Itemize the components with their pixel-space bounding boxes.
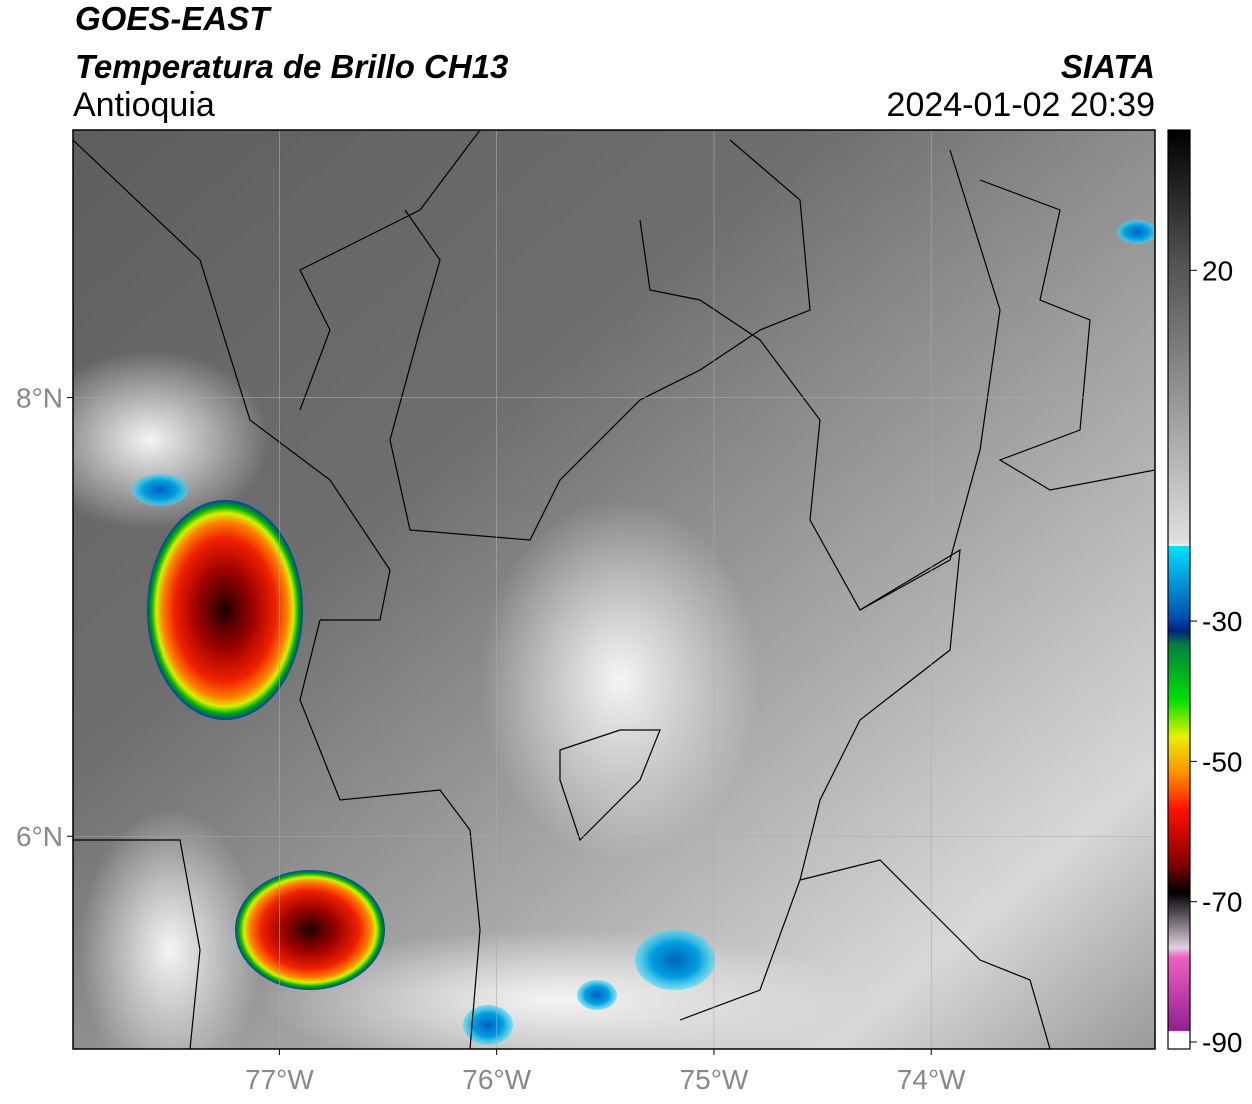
- source: SIATA: [1061, 48, 1155, 85]
- colorbar-tick-label: -30: [1202, 606, 1242, 637]
- title: GOES-EAST: [75, 0, 272, 37]
- x-tick-label: 77°W: [245, 1064, 314, 1095]
- satellite-image: [73, 130, 1155, 1049]
- colorbar: [1167, 129, 1191, 1050]
- x-tick-label: 76°W: [462, 1064, 531, 1095]
- x-tick-label: 75°W: [680, 1064, 749, 1095]
- map-frame: [72, 129, 1156, 1050]
- colorbar-tick-label: -90: [1202, 1027, 1242, 1058]
- y-tick-label: 8°N: [16, 383, 63, 414]
- y-tick-label: 6°N: [16, 821, 63, 852]
- colorbar-tick-label: 20: [1202, 255, 1233, 286]
- colorbar-tick-label: -50: [1202, 746, 1242, 777]
- subtitle: Temperatura de Brillo CH13: [75, 48, 508, 85]
- region: Antioquia: [73, 86, 215, 124]
- colorbar-tick-label: -70: [1202, 887, 1242, 918]
- datetime: 2024-01-02 20:39: [887, 86, 1155, 124]
- x-tick-label: 74°W: [897, 1064, 966, 1095]
